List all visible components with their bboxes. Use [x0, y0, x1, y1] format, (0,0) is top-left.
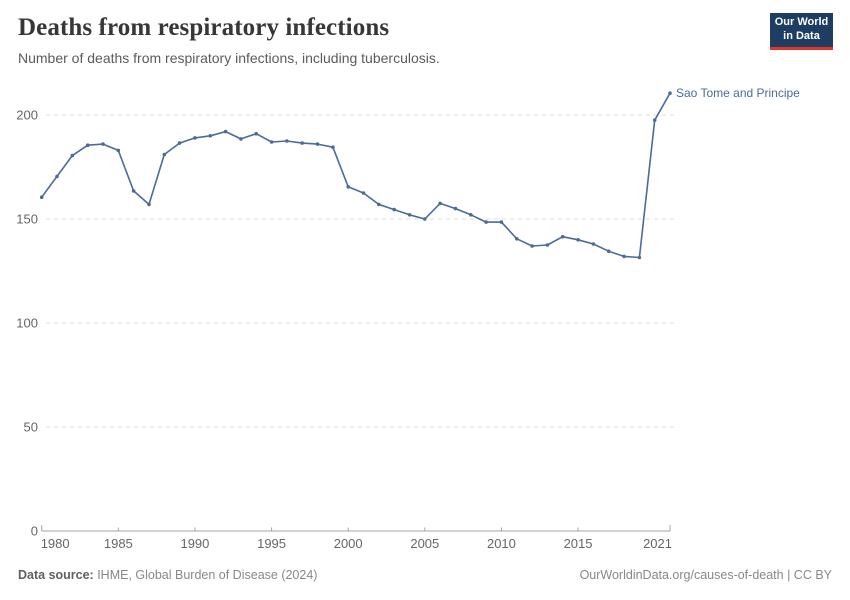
series-label[interactable]: Sao Tome and Principe: [676, 86, 800, 100]
data-point[interactable]: [177, 141, 182, 145]
data-point[interactable]: [407, 213, 412, 217]
x-tick-label: 2000: [334, 536, 363, 551]
data-point[interactable]: [499, 220, 504, 224]
data-point[interactable]: [223, 129, 228, 134]
data-point[interactable]: [668, 91, 672, 95]
data-point[interactable]: [39, 195, 44, 199]
data-point[interactable]: [331, 145, 335, 149]
y-tick-label: 50: [24, 420, 38, 435]
data-source-label: Data source:: [18, 568, 94, 582]
data-point[interactable]: [560, 234, 565, 239]
x-tick-label: 1985: [104, 536, 133, 551]
data-point[interactable]: [131, 189, 136, 193]
data-point[interactable]: [484, 220, 488, 224]
data-point[interactable]: [147, 202, 151, 207]
data-point[interactable]: [453, 206, 458, 211]
data-point[interactable]: [652, 118, 657, 122]
chart-header: Deaths from respiratory infections Numbe…: [18, 14, 730, 66]
owid-logo-text: Our World in Data: [774, 16, 829, 42]
data-point[interactable]: [591, 242, 596, 246]
x-tick-label: 1995: [257, 536, 286, 551]
data-point[interactable]: [239, 137, 243, 141]
data-point[interactable]: [576, 238, 580, 242]
data-point[interactable]: [315, 142, 320, 146]
y-tick-label: 200: [16, 108, 38, 123]
x-tick-label: 1980: [41, 536, 70, 551]
data-point[interactable]: [545, 243, 550, 247]
page-title: Deaths from respiratory infections: [18, 14, 390, 41]
data-point[interactable]: [606, 249, 611, 253]
data-point[interactable]: [85, 143, 90, 147]
page-subtitle: Number of deaths from respiratory infect…: [18, 50, 440, 66]
data-point[interactable]: [346, 185, 351, 189]
data-point[interactable]: [637, 255, 642, 260]
data-point[interactable]: [377, 202, 381, 207]
data-line[interactable]: [41, 92, 671, 259]
x-tick-label: 2010: [487, 536, 516, 551]
data-source-value: IHME, Global Burden of Disease (2024): [93, 568, 318, 582]
data-point[interactable]: [101, 142, 105, 146]
data-source: Data source: IHME, Global Burden of Dise…: [18, 568, 317, 582]
x-tick-label: 2015: [564, 536, 593, 551]
x-tick-label: 1990: [180, 536, 209, 551]
y-tick-label: 0: [31, 524, 38, 539]
y-tick-label: 100: [16, 316, 38, 331]
data-point[interactable]: [423, 217, 427, 221]
data-point[interactable]: [116, 148, 121, 153]
data-point[interactable]: [530, 244, 534, 248]
chart-footer: Data source: IHME, Global Burden of Dise…: [18, 568, 832, 582]
data-point[interactable]: [208, 134, 213, 138]
data-point[interactable]: [55, 174, 59, 179]
data-point[interactable]: [515, 237, 519, 241]
x-tick-label: 2005: [410, 536, 439, 551]
data-point[interactable]: [193, 136, 197, 140]
owid-logo[interactable]: Our World in Data: [770, 13, 833, 50]
data-point[interactable]: [438, 201, 442, 206]
y-tick-label: 150: [16, 212, 38, 227]
data-point[interactable]: [285, 139, 289, 143]
data-point[interactable]: [162, 152, 167, 157]
data-point[interactable]: [70, 153, 75, 158]
data-point[interactable]: [469, 213, 473, 217]
credit-link[interactable]: OurWorldinData.org/causes-of-death | CC …: [579, 568, 832, 582]
x-tick-label: 2021: [643, 536, 672, 551]
data-point[interactable]: [392, 207, 397, 212]
data-point[interactable]: [361, 191, 366, 195]
data-point[interactable]: [254, 131, 258, 136]
data-point[interactable]: [622, 254, 626, 259]
data-point[interactable]: [269, 140, 274, 144]
data-point[interactable]: [300, 141, 305, 145]
